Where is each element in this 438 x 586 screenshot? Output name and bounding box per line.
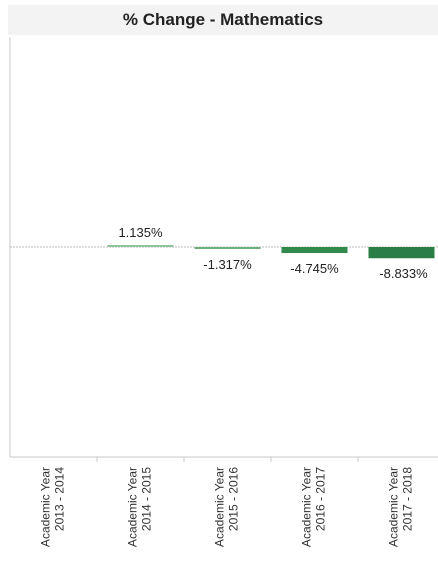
x-tick-label: Academic Year 2016 - 2017 [300, 467, 328, 547]
x-tick-label-line2: 2017 - 2018 [401, 467, 415, 531]
x-tick-label-line2: 2016 - 2017 [314, 467, 328, 531]
bar [368, 247, 435, 259]
data-label: 1.135% [118, 225, 163, 240]
x-tick-label-line1: Academic Year [300, 467, 314, 547]
chart-title-bar: % Change - Mathematics [8, 5, 438, 35]
x-tick-label-line1: Academic Year [126, 467, 140, 547]
x-tick-label-line1: Academic Year [387, 467, 401, 547]
chart-title: % Change - Mathematics [122, 10, 324, 29]
x-tick-label-line1: Academic Year [39, 467, 53, 547]
bar [107, 245, 174, 247]
x-tick-label-line1: Academic Year [213, 467, 227, 547]
data-label: -4.745% [290, 261, 339, 276]
bar [194, 247, 261, 249]
x-tick-label-line2: 2014 - 2015 [140, 467, 154, 531]
x-tick-label: Academic Year 2015 - 2016 [213, 467, 241, 547]
x-tick-label: Academic Year 2013 - 2014 [39, 467, 67, 547]
data-label: -1.317% [203, 257, 252, 272]
x-tick-label: Academic Year 2017 - 2018 [387, 467, 415, 547]
x-tick-label-line2: 2015 - 2016 [227, 467, 241, 531]
x-tick-label: Academic Year 2014 - 2015 [126, 467, 154, 547]
bar [281, 247, 348, 254]
x-tick-label-line2: 2013 - 2014 [53, 467, 67, 531]
data-label: -8.833% [379, 266, 428, 281]
